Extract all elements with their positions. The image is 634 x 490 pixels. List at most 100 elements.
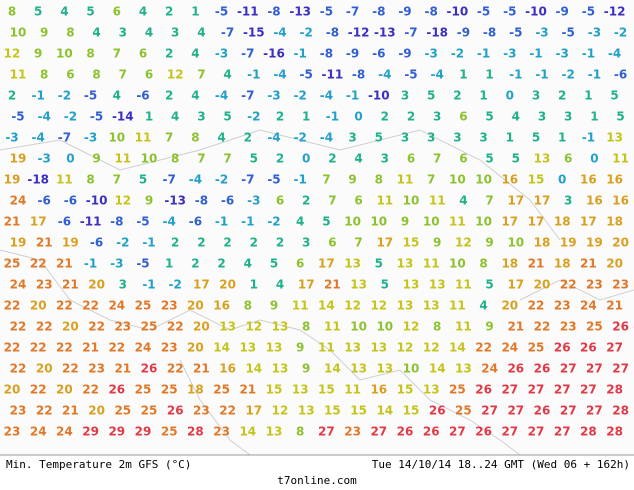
temperature-value: 26 xyxy=(423,425,440,439)
temperature-value: -18 xyxy=(27,173,49,187)
temperature-value: 0 xyxy=(506,89,514,103)
temperature-value: 23 xyxy=(114,320,131,334)
temperature-value: -5 xyxy=(503,5,516,19)
temperature-value: 9 xyxy=(40,26,48,40)
temperature-value: 15 xyxy=(403,236,420,250)
temperature-value: 2 xyxy=(302,194,310,208)
temperature-value: 3 xyxy=(433,110,441,124)
temperature-value: 27 xyxy=(501,383,518,397)
temperature-value: 2 xyxy=(328,152,336,166)
temperature-value: 21 xyxy=(507,320,524,334)
temperature-value: 3 xyxy=(532,89,540,103)
temperature-value: 4 xyxy=(145,26,153,40)
temperature-value: 22 xyxy=(219,404,236,418)
temperature-value: 7 xyxy=(427,173,435,187)
temperature-value: 2 xyxy=(407,110,415,124)
temperature-value: 22 xyxy=(167,320,184,334)
temperature-value: 23 xyxy=(10,404,27,418)
temperature-value: 2 xyxy=(244,131,252,145)
temperature-value: 5 xyxy=(270,257,278,271)
temperature-value: -3 xyxy=(503,47,516,61)
temperature-value: 27 xyxy=(554,425,571,439)
temperature-value: -1 xyxy=(241,215,254,229)
temperature-value: 9 xyxy=(296,341,304,355)
temperature-value: -5 xyxy=(11,110,24,124)
temperature-value: -10 xyxy=(368,89,390,103)
temperature-value: 28 xyxy=(606,425,623,439)
temperature-value: 3 xyxy=(564,194,572,208)
temperature-value: -2 xyxy=(116,236,129,250)
temperature-value: 10 xyxy=(507,236,524,250)
temperature-value: 13 xyxy=(397,257,414,271)
temperature-value: 20 xyxy=(88,404,105,418)
temperature-value: 22 xyxy=(475,341,492,355)
temperature-value: 6 xyxy=(459,152,467,166)
temperature-value: -2 xyxy=(247,110,260,124)
temperature-value: 6 xyxy=(296,257,304,271)
temperature-value: -6 xyxy=(221,194,234,208)
temperature-value: 6 xyxy=(66,68,74,82)
temperature-value: 24 xyxy=(56,425,73,439)
temperature-value: 8 xyxy=(86,173,94,187)
temperature-value: 11 xyxy=(114,152,131,166)
temperature-value: 3 xyxy=(302,236,310,250)
temperature-value: -6 xyxy=(90,236,103,250)
temperature-value: 7 xyxy=(113,173,121,187)
temperature-value: 4 xyxy=(459,194,467,208)
temperature-value: 4 xyxy=(92,26,100,40)
temperature-value: 25 xyxy=(4,257,21,271)
temperature-value: 19 xyxy=(586,236,603,250)
temperature-value: 11 xyxy=(455,320,472,334)
temperature-value: 22 xyxy=(10,362,27,376)
temperature-value: -4 xyxy=(320,131,333,145)
temperature-value: 2 xyxy=(276,110,284,124)
temperature-value: 6 xyxy=(459,110,467,124)
temperature-value: -9 xyxy=(398,5,411,19)
temperature-value: -4 xyxy=(189,173,202,187)
temperature-value: 8 xyxy=(244,299,252,313)
temperature-value: 1 xyxy=(250,278,258,292)
coastline xyxy=(519,279,634,301)
temperature-value: 27 xyxy=(606,341,623,355)
temperature-value: 12 xyxy=(403,320,420,334)
temperature-value: 3 xyxy=(401,131,409,145)
temperature-value: -9 xyxy=(398,47,411,61)
temperature-value: 6 xyxy=(564,152,572,166)
temperature-value: 27 xyxy=(612,362,629,376)
temperature-value: 2 xyxy=(165,89,173,103)
temperature-value: 3 xyxy=(538,110,546,124)
temperature-value: -4 xyxy=(608,47,621,61)
temperature-value: 2 xyxy=(276,236,284,250)
temperature-value: 22 xyxy=(4,299,21,313)
temperature-value: 19 xyxy=(4,173,21,187)
temperature-value: 17 xyxy=(30,215,47,229)
temperature-value: 13 xyxy=(350,362,367,376)
temperature-value: 3 xyxy=(479,131,487,145)
temperature-value: 22 xyxy=(10,320,27,334)
temperature-value: 9 xyxy=(302,362,310,376)
temperature-value: 10 xyxy=(344,215,361,229)
temperature-value: 2 xyxy=(165,47,173,61)
temperature-value: 20 xyxy=(193,320,210,334)
temperature-value: 7 xyxy=(113,47,121,61)
temperature-value: 21 xyxy=(62,404,79,418)
temperature-value: 13 xyxy=(455,362,472,376)
temperature-value: 18 xyxy=(501,257,518,271)
temperature-value: -1 xyxy=(215,215,228,229)
temperature-value: 29 xyxy=(135,425,152,439)
temperature-value: 27 xyxy=(560,362,577,376)
temperature-value: 9 xyxy=(401,215,409,229)
temperature-values: 8 5 4 5 6 4 2 1 -5 -11 -8 -13 -5 -7 -8 -9 -8 -10 -5 -5 -10 -9… xyxy=(4,5,629,439)
temperature-value: 11 xyxy=(292,299,309,313)
temperature-value: -7 xyxy=(241,89,254,103)
temperature-value: 5 xyxy=(381,278,389,292)
temperature-value: -2 xyxy=(58,89,71,103)
temperature-value: 16 xyxy=(219,362,236,376)
temperature-value: 11 xyxy=(449,299,466,313)
temperature-value: 15 xyxy=(528,173,545,187)
border xyxy=(0,129,561,241)
temperature-value: -3 xyxy=(247,194,260,208)
temperature-value: 7 xyxy=(485,194,493,208)
temperature-value: 3 xyxy=(427,131,435,145)
temperature-value: 1 xyxy=(558,131,566,145)
